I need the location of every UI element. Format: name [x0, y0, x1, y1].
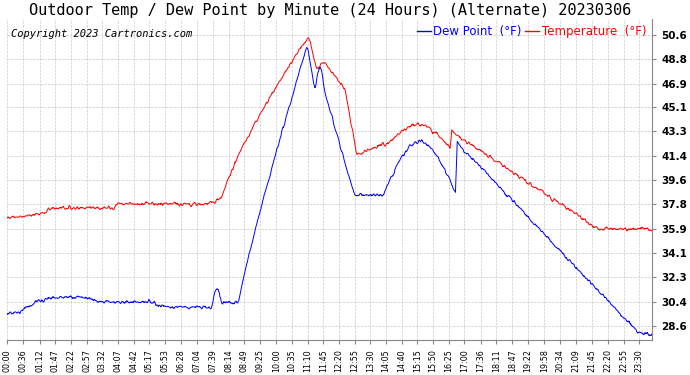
Text: Copyright 2023 Cartronics.com: Copyright 2023 Cartronics.com: [10, 28, 192, 39]
Legend: Dew Point  (°F), Temperature  (°F): Dew Point (°F), Temperature (°F): [412, 20, 651, 43]
Title: Outdoor Temp / Dew Point by Minute (24 Hours) (Alternate) 20230306: Outdoor Temp / Dew Point by Minute (24 H…: [28, 3, 631, 18]
